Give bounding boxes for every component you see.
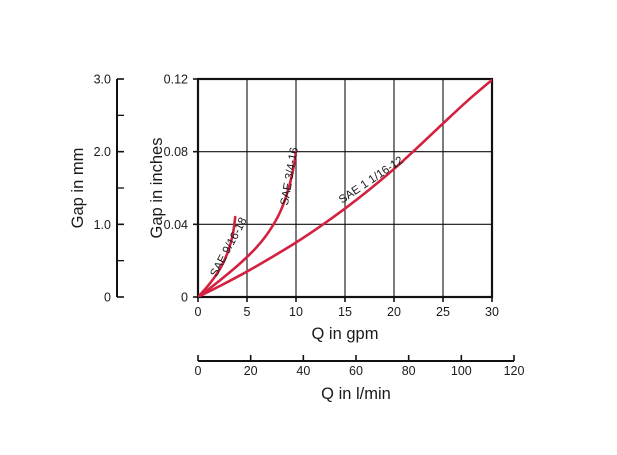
- lpm-tick-label-60: 60: [349, 364, 363, 378]
- curve-label-sae-9-16-18: SAE 9/16-18: [208, 216, 249, 279]
- x-axis-title-gpm: Q in gpm: [312, 325, 379, 343]
- mm-tick-label-1.0: 1.0: [94, 218, 111, 232]
- curve-sae-9-16-18: [198, 215, 237, 297]
- x-tick-label-25: 25: [436, 305, 450, 319]
- y-tick-label-0.12: 0.12: [164, 73, 188, 87]
- mm-tick-label-0: 0: [104, 291, 111, 305]
- x-tick-label-15: 15: [338, 305, 352, 319]
- x-tick-label-10: 10: [289, 305, 303, 319]
- lpm-tick-label-100: 100: [451, 364, 472, 378]
- y-axis-title-mm: Gap in mm: [69, 148, 87, 229]
- mm-tick-label-3.0: 3.0: [94, 73, 111, 87]
- x-tick-label-0: 0: [195, 305, 202, 319]
- y-tick-label-0.08: 0.08: [164, 145, 188, 159]
- y-tick-label-0.04: 0.04: [164, 218, 188, 232]
- lpm-tick-label-120: 120: [504, 364, 525, 378]
- lpm-tick-label-0: 0: [195, 364, 202, 378]
- mm-tick-label-2.0: 2.0: [94, 145, 111, 159]
- lpm-tick-label-40: 40: [296, 364, 310, 378]
- x-tick-label-5: 5: [244, 305, 251, 319]
- curve-sae-3-4-16: [198, 150, 298, 297]
- curve-label-sae-3-4-16: SAE 3/4-16: [279, 146, 301, 206]
- x-tick-label-30: 30: [485, 305, 499, 319]
- lpm-tick-label-20: 20: [244, 364, 258, 378]
- curve-label-sae-1-1-16-12: SAE 1 1/16-12: [337, 155, 406, 207]
- y-tick-label-0: 0: [181, 291, 188, 305]
- y-axis-title-inches: Gap in inches: [148, 138, 166, 239]
- x-axis-title-lpm: Q in l/min: [321, 385, 391, 403]
- lpm-tick-label-80: 80: [402, 364, 416, 378]
- x-tick-label-20: 20: [387, 305, 401, 319]
- curve-sae-1-1-16-12: [198, 79, 492, 297]
